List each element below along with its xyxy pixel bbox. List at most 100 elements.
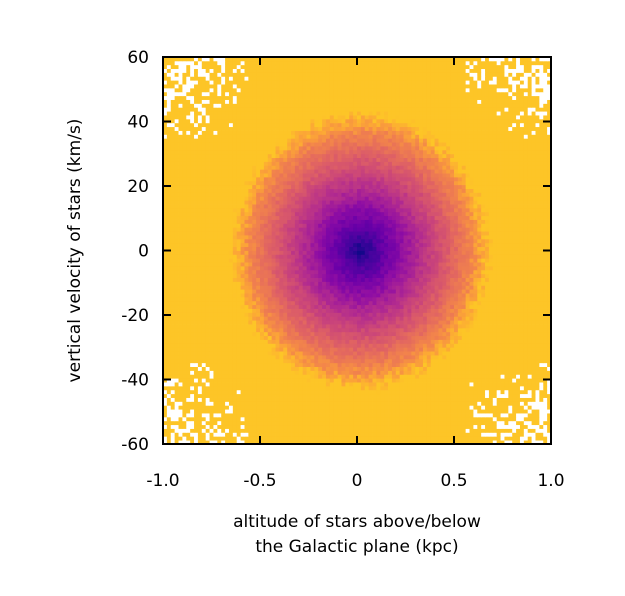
heatmap-cell xyxy=(434,440,439,445)
heatmap-cell xyxy=(368,428,373,433)
heatmap-cell xyxy=(256,389,261,395)
heatmap-cell xyxy=(186,378,191,383)
heatmap-cell xyxy=(306,374,311,379)
heatmap-cell xyxy=(465,339,470,344)
heatmap-cell xyxy=(488,285,494,290)
heatmap-cell xyxy=(279,351,284,356)
heatmap-cell xyxy=(539,358,544,364)
heatmap-cell xyxy=(442,293,447,298)
heatmap-cell xyxy=(508,382,513,387)
heatmap-cell xyxy=(523,316,529,321)
heatmap-cell xyxy=(302,393,307,398)
heatmap-cell xyxy=(411,382,416,387)
heatmap-cell xyxy=(252,258,257,263)
heatmap-cell xyxy=(450,296,455,302)
heatmap-cell xyxy=(283,327,288,333)
heatmap-cell xyxy=(531,362,536,367)
heatmap-cell xyxy=(419,265,424,271)
heatmap-cell xyxy=(547,347,552,352)
heatmap-cell xyxy=(267,293,273,298)
heatmap-cell xyxy=(543,347,548,352)
heatmap-cell xyxy=(465,285,470,290)
heatmap-cell xyxy=(380,436,385,441)
heatmap-cell xyxy=(469,327,474,333)
heatmap-cell xyxy=(488,254,494,259)
heatmap-cell xyxy=(306,343,311,348)
heatmap-cell xyxy=(477,374,482,379)
heatmap-cell xyxy=(500,335,505,340)
heatmap-cell xyxy=(512,440,517,445)
heatmap-cell xyxy=(325,265,331,271)
heatmap-cell xyxy=(349,413,354,418)
heatmap-cell xyxy=(419,277,424,282)
heatmap-cell xyxy=(465,405,470,410)
heatmap-cell xyxy=(426,432,432,437)
heatmap-cell xyxy=(535,416,540,422)
heatmap-cell xyxy=(314,273,319,278)
heatmap-cell xyxy=(197,351,203,356)
heatmap-cell xyxy=(263,343,269,348)
heatmap-cell xyxy=(391,405,397,410)
heatmap-cell xyxy=(531,289,536,294)
heatmap-cell xyxy=(197,428,203,433)
heatmap-cell xyxy=(357,382,362,387)
heatmap-cell xyxy=(349,258,354,263)
heatmap-cell xyxy=(461,335,467,340)
heatmap-cell xyxy=(527,316,532,321)
heatmap-cell xyxy=(213,304,218,309)
heatmap-cell xyxy=(446,277,451,282)
heatmap-cell xyxy=(186,254,191,259)
heatmap-cell xyxy=(477,366,482,371)
heatmap-cell xyxy=(508,440,513,445)
heatmap-cell xyxy=(364,374,370,379)
heatmap-cell xyxy=(407,440,412,445)
heatmap-cell xyxy=(547,281,552,286)
heatmap-cell xyxy=(461,424,467,429)
heatmap-cell xyxy=(477,405,482,410)
heatmap-cell xyxy=(391,273,397,278)
heatmap-cell xyxy=(194,389,199,395)
heatmap-cell xyxy=(337,432,342,437)
heatmap-cell xyxy=(244,401,249,406)
heatmap-cell xyxy=(325,428,331,433)
heatmap-cell xyxy=(302,339,307,344)
heatmap-cell xyxy=(512,358,517,364)
heatmap-cell xyxy=(419,312,424,317)
heatmap-cell xyxy=(407,316,412,321)
heatmap-cell xyxy=(260,405,265,410)
heatmap-cell xyxy=(469,331,474,337)
heatmap-cell xyxy=(422,401,428,406)
heatmap-cell xyxy=(434,436,439,441)
heatmap-cell xyxy=(209,389,214,395)
heatmap-cell xyxy=(454,432,459,437)
heatmap-cell xyxy=(415,374,420,379)
heatmap-cell xyxy=(481,405,486,410)
heatmap-cell xyxy=(364,316,370,321)
heatmap-cell xyxy=(205,269,210,275)
heatmap-cell xyxy=(430,409,435,414)
heatmap-cell xyxy=(415,312,420,317)
heatmap-cell xyxy=(260,304,265,309)
heatmap-cell xyxy=(399,428,404,433)
heatmap-cell xyxy=(353,389,358,395)
heatmap-cell xyxy=(422,436,428,441)
heatmap-cell xyxy=(197,397,203,402)
heatmap-cell xyxy=(461,378,467,383)
heatmap-cell xyxy=(395,277,401,282)
heatmap-cell xyxy=(279,324,284,329)
heatmap-cell xyxy=(539,308,544,313)
heatmap-cell xyxy=(201,262,207,267)
heatmap-cell xyxy=(477,393,482,398)
heatmap-cell xyxy=(512,335,517,340)
heatmap-cell xyxy=(442,385,447,391)
heatmap-cell xyxy=(322,347,327,352)
heatmap-cell xyxy=(294,289,300,294)
heatmap-cell xyxy=(442,393,447,398)
heatmap-cell xyxy=(411,327,416,333)
heatmap-cell xyxy=(345,289,350,294)
heatmap-cell xyxy=(263,440,269,445)
heatmap-cell xyxy=(527,347,532,352)
heatmap-cell xyxy=(376,370,381,375)
heatmap-cell xyxy=(512,362,517,367)
heatmap-cell xyxy=(399,339,404,344)
